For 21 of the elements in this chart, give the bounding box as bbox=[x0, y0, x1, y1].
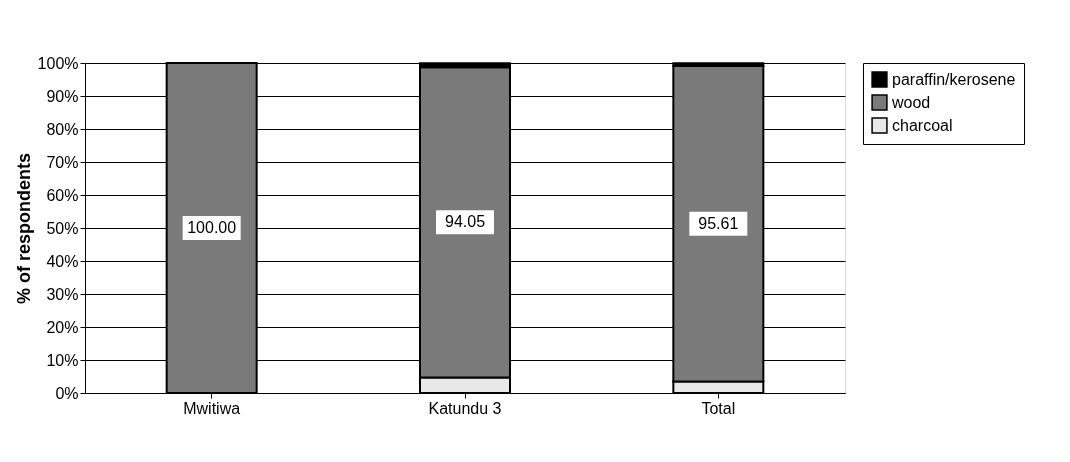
legend-label: wood bbox=[891, 93, 931, 111]
x-tick-label: Total bbox=[701, 399, 736, 417]
y-tick-label: 60% bbox=[46, 186, 79, 204]
y-tick-label: 10% bbox=[46, 351, 79, 369]
y-tick-label: 70% bbox=[46, 153, 79, 171]
y-axis-title: % of respondents bbox=[13, 152, 34, 305]
data-label: 100.00 bbox=[187, 219, 237, 236]
x-tick-label: Katundu 3 bbox=[428, 399, 502, 417]
data-label: 94.05 bbox=[444, 213, 486, 231]
y-tick-label: 40% bbox=[46, 252, 79, 270]
data-label: 95.61 bbox=[698, 214, 739, 232]
legend-label: charcoal bbox=[892, 116, 953, 134]
y-tick-label: 80% bbox=[46, 120, 79, 138]
y-tick-label: 100% bbox=[37, 54, 79, 72]
y-tick-label: 30% bbox=[46, 285, 79, 303]
legend-label: paraffin/kerosene bbox=[892, 70, 1016, 88]
y-tick-label: 0% bbox=[55, 384, 79, 402]
y-tick-label: 90% bbox=[46, 87, 79, 105]
x-tick-label: Mwitiwa bbox=[183, 399, 241, 417]
y-tick-label: 50% bbox=[46, 219, 79, 237]
y-tick-label: 20% bbox=[46, 318, 79, 336]
